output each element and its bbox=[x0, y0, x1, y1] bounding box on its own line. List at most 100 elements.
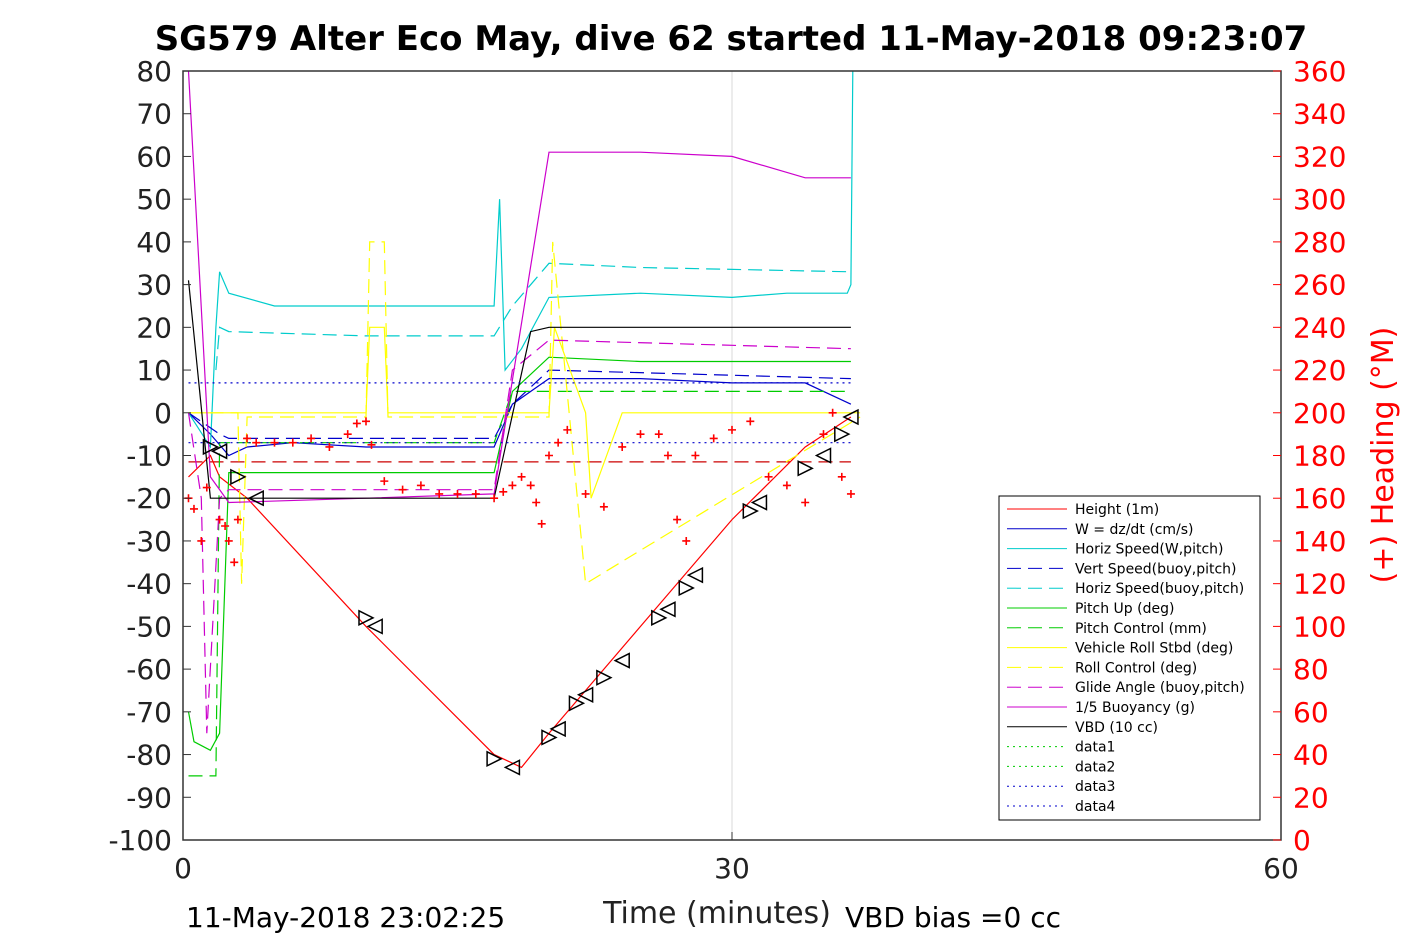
right-tick-label: 340 bbox=[1293, 98, 1346, 131]
legend-label: data2 bbox=[1075, 759, 1115, 775]
left-tick-label: 30 bbox=[136, 269, 172, 302]
legend-label: Vert Speed(buoy,pitch) bbox=[1075, 561, 1237, 577]
heading-marker bbox=[243, 434, 252, 443]
heading-marker bbox=[728, 425, 736, 434]
series-line-9 bbox=[187, 339, 851, 734]
left-tick-label: 60 bbox=[136, 140, 172, 173]
heading-marker bbox=[233, 515, 242, 524]
right-tick-label: 360 bbox=[1293, 55, 1346, 88]
right-tick-label: 180 bbox=[1293, 440, 1346, 473]
heading-marker bbox=[453, 489, 462, 498]
heading-marker bbox=[837, 472, 846, 481]
heading-marker bbox=[526, 481, 535, 490]
series-layer bbox=[187, 70, 861, 777]
heading-marker bbox=[367, 440, 376, 449]
track-marker bbox=[202, 438, 220, 456]
track-marker bbox=[797, 460, 814, 477]
heading-marker bbox=[764, 472, 773, 481]
track-marker bbox=[358, 609, 375, 627]
heading-marker bbox=[537, 519, 546, 528]
series-line-10 bbox=[187, 70, 851, 504]
left-tick-label: 50 bbox=[136, 183, 172, 216]
track-marker bbox=[366, 618, 383, 635]
track-marker bbox=[568, 695, 586, 712]
x-tick-label: 0 bbox=[174, 852, 192, 885]
heading-marker bbox=[398, 485, 407, 494]
right-tick-label: 300 bbox=[1293, 183, 1346, 216]
heading-marker bbox=[435, 489, 444, 498]
right-tick-label: 80 bbox=[1293, 653, 1329, 686]
heading-marker bbox=[691, 451, 700, 460]
left-tick-label: 20 bbox=[136, 311, 172, 344]
left-tick-label: 40 bbox=[136, 226, 172, 259]
right-tick-label: 240 bbox=[1293, 311, 1346, 344]
right-tick-label: 60 bbox=[1293, 696, 1329, 729]
legend-label: Height (1m) bbox=[1075, 502, 1159, 518]
track-marker bbox=[503, 759, 521, 776]
right-tick-label: 140 bbox=[1293, 525, 1346, 558]
legend: Height (1m) W = dz/dt (cm/s) Horiz Speed(W… bbox=[998, 495, 1261, 821]
track-marker bbox=[814, 447, 832, 464]
left-tick-label: -80 bbox=[126, 739, 172, 772]
right-tick-label: 280 bbox=[1293, 226, 1346, 259]
legend-label: W = dz/dt (cm/s) bbox=[1075, 522, 1194, 538]
heading-marker bbox=[782, 481, 791, 490]
heading-marker bbox=[490, 494, 499, 503]
track-marker bbox=[576, 686, 594, 703]
heading-marker bbox=[202, 483, 211, 492]
heading-marker bbox=[508, 481, 517, 490]
heading-marker bbox=[563, 425, 572, 434]
heading-marker bbox=[554, 438, 563, 447]
right-tick-label: 120 bbox=[1293, 568, 1346, 601]
left-tick-label: 10 bbox=[136, 354, 172, 387]
heading-marker bbox=[654, 430, 663, 439]
track-marker bbox=[549, 720, 566, 738]
right-tick-label: 220 bbox=[1293, 354, 1346, 387]
footer-timestamp: 11-May-2018 23:02:25 bbox=[186, 901, 505, 934]
right-tick-label: 0 bbox=[1293, 824, 1311, 857]
track-marker bbox=[750, 494, 768, 511]
chart-title: SG579 Alter Eco May, dive 62 started 11-… bbox=[155, 19, 1308, 59]
legend-box bbox=[998, 495, 1261, 821]
right-tick-label: 260 bbox=[1293, 269, 1346, 302]
track-marker bbox=[686, 566, 704, 584]
track-marker bbox=[842, 408, 859, 426]
heading-marker bbox=[819, 430, 828, 439]
heading-marker bbox=[673, 515, 682, 524]
left-y-axis: 80 70 60 50 40 30 20 10 0 -10 -20 -30 -40 -50 -60 -70 -8… bbox=[108, 55, 191, 857]
legend-label: Vehicle Roll Stbd (deg) bbox=[1075, 641, 1233, 657]
marker-layer bbox=[184, 408, 859, 776]
track-marker bbox=[230, 468, 247, 486]
legend-label: data3 bbox=[1075, 779, 1115, 795]
legend-label: Horiz Speed(buoy,pitch) bbox=[1075, 581, 1244, 597]
legend-label: data1 bbox=[1075, 740, 1115, 756]
heading-marker bbox=[499, 487, 508, 496]
heading-marker bbox=[380, 477, 389, 486]
right-tick-label: 40 bbox=[1293, 739, 1329, 772]
heading-marker bbox=[224, 536, 233, 545]
series-line-7 bbox=[188, 326, 861, 499]
track-marker bbox=[486, 750, 503, 768]
right-tick-label: 20 bbox=[1293, 781, 1329, 814]
legend-label: Pitch Up (deg) bbox=[1075, 601, 1174, 617]
right-tick-label: 320 bbox=[1293, 140, 1346, 173]
heading-marker bbox=[846, 489, 855, 498]
left-tick-label: 80 bbox=[136, 55, 172, 88]
left-tick-label: -60 bbox=[126, 653, 172, 686]
right-tick-label: 200 bbox=[1293, 397, 1346, 430]
series-line-2 bbox=[187, 70, 854, 449]
left-tick-label: -90 bbox=[126, 781, 172, 814]
series-line-8 bbox=[188, 241, 861, 585]
heading-marker bbox=[618, 442, 627, 451]
legend-label: Roll Control (deg) bbox=[1075, 660, 1197, 676]
heading-marker bbox=[362, 417, 370, 426]
track-marker bbox=[247, 490, 264, 507]
left-tick-label: -20 bbox=[126, 482, 172, 515]
legend-label: VBD (10 cc) bbox=[1075, 720, 1158, 736]
track-marker bbox=[834, 425, 851, 443]
left-tick-label: -100 bbox=[108, 824, 172, 857]
heading-marker bbox=[352, 419, 361, 428]
heading-marker bbox=[636, 430, 645, 439]
left-tick-label: -50 bbox=[126, 610, 172, 643]
